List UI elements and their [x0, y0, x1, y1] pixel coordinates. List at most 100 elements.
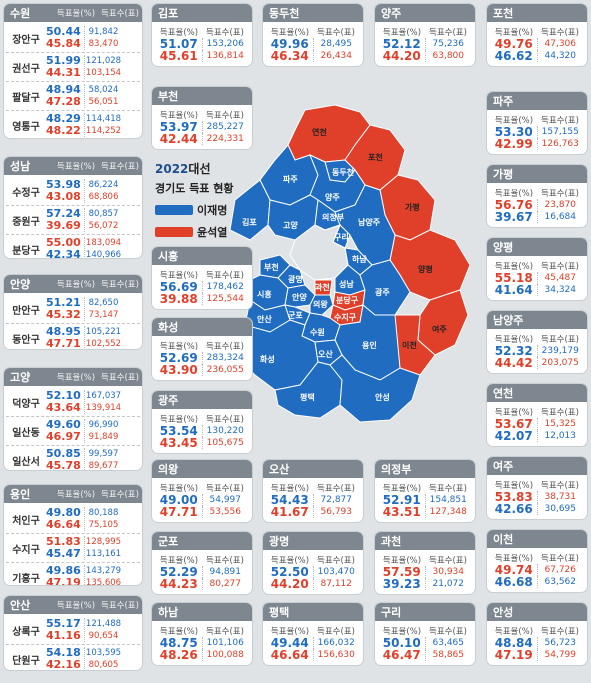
lee-rate: 55.17: [46, 617, 81, 630]
count-col-header: 득표수(표): [317, 28, 355, 38]
city-box-header: 광명: [263, 532, 363, 550]
rate-col-header: 득표율(%): [270, 556, 310, 566]
rate-col-header: 득표율(%): [159, 271, 199, 281]
city-box-header: 군포: [152, 532, 252, 550]
city-box-header: 의정부: [375, 460, 475, 478]
subdistrict-list: 장안구 50.44 45.84 91,842 83,470 권선구 51.99 44.31 12…: [4, 22, 142, 138]
yoon-rate: 47.19: [494, 648, 533, 662]
legend-subtitle: 경기도 득표 현황: [155, 182, 234, 195]
lee-rate: 50.44: [46, 25, 81, 38]
lee-count: 121,028: [85, 56, 122, 66]
yoon-count: 67,726: [536, 564, 584, 576]
map-label-icheon: 이천: [402, 340, 417, 350]
yoon-row: 49.76 47,306: [487, 38, 587, 50]
subdistrict-name: 중원구: [12, 216, 40, 228]
yoon-rate: 48.22: [46, 124, 81, 137]
rate-col-header: 득표율(%): [56, 280, 96, 290]
city-box-header: 오산: [263, 460, 363, 478]
count-values: 58,024 56,051: [84, 84, 122, 108]
city-name: 성남: [10, 160, 31, 173]
map-label-anseong: 안성: [375, 392, 390, 402]
yoon-count: 53,556: [201, 506, 249, 518]
yoon-count: 203,075: [536, 357, 584, 369]
yoon-count: 45,487: [536, 272, 584, 284]
lee-rate: 51.07: [159, 37, 198, 51]
count-col-header: 득표수(표): [541, 408, 579, 418]
region-anseong: [329, 354, 421, 423]
yoon-count: 136,814: [201, 50, 249, 62]
lee-count: 166,032: [312, 637, 360, 649]
region-gimpo: [229, 179, 271, 241]
rate-values: 49.86 47.19: [46, 565, 84, 586]
lee-count: 63,465: [424, 637, 472, 649]
lee-count: 103,470: [312, 566, 360, 578]
yoon-row: 47.71 53,556: [152, 506, 252, 518]
city-box-multi: 고양 득표율(%) 득표수(표) 덕양구 52.10 43.64 167,037 139,91…: [4, 368, 142, 470]
column-headers: 득표율(%) 득표수(표): [152, 478, 252, 494]
rate-col-header: 득표율(%): [56, 490, 96, 500]
column-headers: 득표율(%) 득표수(표): [152, 409, 252, 425]
city-box-header: 양주: [375, 4, 475, 22]
yoon-row: 46.47 58,865: [375, 649, 475, 661]
yoon-rate: 46.47: [382, 648, 421, 662]
yoon-row: 44.23 80,277: [152, 578, 252, 590]
rate-col-header: 득표율(%): [270, 627, 310, 637]
lee-count: 140,966: [85, 250, 122, 258]
yoon-count: 100,088: [201, 649, 249, 661]
yoon-rate: 49.74: [494, 563, 533, 577]
lee-count: 154,851: [424, 494, 472, 506]
yoon-count: 128,995: [85, 537, 122, 547]
yoon-rate: 57.59: [382, 565, 421, 579]
yoon-count: 127,348: [424, 506, 472, 518]
yoon-count: 58,865: [424, 649, 472, 661]
yoon-count: 114,252: [85, 126, 122, 136]
city-name: 오산: [269, 463, 290, 476]
yoon-row: 42.99 126,763: [487, 138, 587, 150]
city-box-header: 이천: [487, 530, 587, 548]
city-name: 연천: [493, 387, 514, 400]
city-name: 동두천: [269, 7, 300, 20]
subdistrict-name: 영통구: [12, 121, 40, 133]
column-headers: 득표율(%) 득표수(표): [152, 336, 252, 352]
count-col-header: 득표수(표): [429, 28, 467, 38]
count-col-header: 득표수(표): [206, 556, 244, 566]
rate-values: 51.83 45.47: [46, 536, 84, 560]
yoon-row: 44.20 87,112: [263, 578, 363, 590]
count-col-header: 득표수(표): [101, 280, 139, 290]
subdistrict-row: 권선구 51.99 44.31 121,028 103,154: [6, 52, 140, 81]
yoon-rate: 47.71: [46, 337, 81, 350]
city-box: 양평 득표율(%) 득표수(표) 55.18 45,487 41.64 34,324: [487, 238, 587, 300]
city-box: 동두천 득표율(%) 득표수(표) 49.96 28,495 46.34 26,434: [263, 4, 363, 66]
yoon-row: 44.20 63,800: [375, 50, 475, 62]
city-box-header: 안산 득표율(%) 득표수(표): [4, 596, 142, 614]
city-box-multi: 수원 득표율(%) 득표수(표) 장안구 50.44 45.84 91,842 83,470 권…: [4, 4, 142, 138]
legend-title: 2022대선: [155, 162, 211, 176]
city-box: 양주 득표율(%) 득표수(표) 52.12 75,236 44.20 63,800: [375, 4, 475, 66]
lee-rate: 48.29: [46, 112, 81, 125]
lee-row: 49.44 166,032: [263, 637, 363, 649]
yoon-rate: 41.67: [270, 505, 309, 519]
yoon-row: 53.83 38,731: [487, 491, 587, 503]
subdistrict-list: 수정구 53.98 43.08 86,224 68,806 중원구 57.24 39.69 80…: [4, 175, 142, 258]
rate-col-header: 득표율(%): [494, 116, 534, 126]
yoon-rate: 43.45: [159, 436, 198, 450]
city-box-multi: 안산 득표율(%) 득표수(표) 상록구 55.17 41.16 121,488 90,654…: [4, 596, 142, 670]
count-col-header: 득표수(표): [541, 554, 579, 564]
count-col-header: 득표수(표): [101, 601, 139, 611]
subdistrict-name: 권선구: [12, 63, 40, 75]
lee-count: 285,227: [201, 121, 249, 133]
yoon-rate: 43.64: [46, 401, 81, 414]
lee-rate: 53.30: [494, 125, 533, 139]
yoon-rate: 49.76: [494, 37, 533, 51]
city-name: 남양주: [493, 314, 524, 327]
rate-values: 55.00 42.34: [46, 237, 84, 259]
count-col-header: 득표수(표): [541, 116, 579, 126]
count-values: 99,597 89,677: [84, 448, 122, 470]
map-label-yangpyeong: 양평: [418, 264, 433, 274]
lee-row: 39.23 21,072: [375, 578, 475, 590]
yoon-count: 56,072: [88, 221, 119, 231]
yoon-rate: 46.64: [46, 518, 81, 531]
rate-col-header: 득표율(%): [56, 162, 96, 172]
yoon-row: 46.34 26,434: [263, 50, 363, 62]
column-headers: 득표율(%) 득표수(표): [487, 402, 587, 418]
